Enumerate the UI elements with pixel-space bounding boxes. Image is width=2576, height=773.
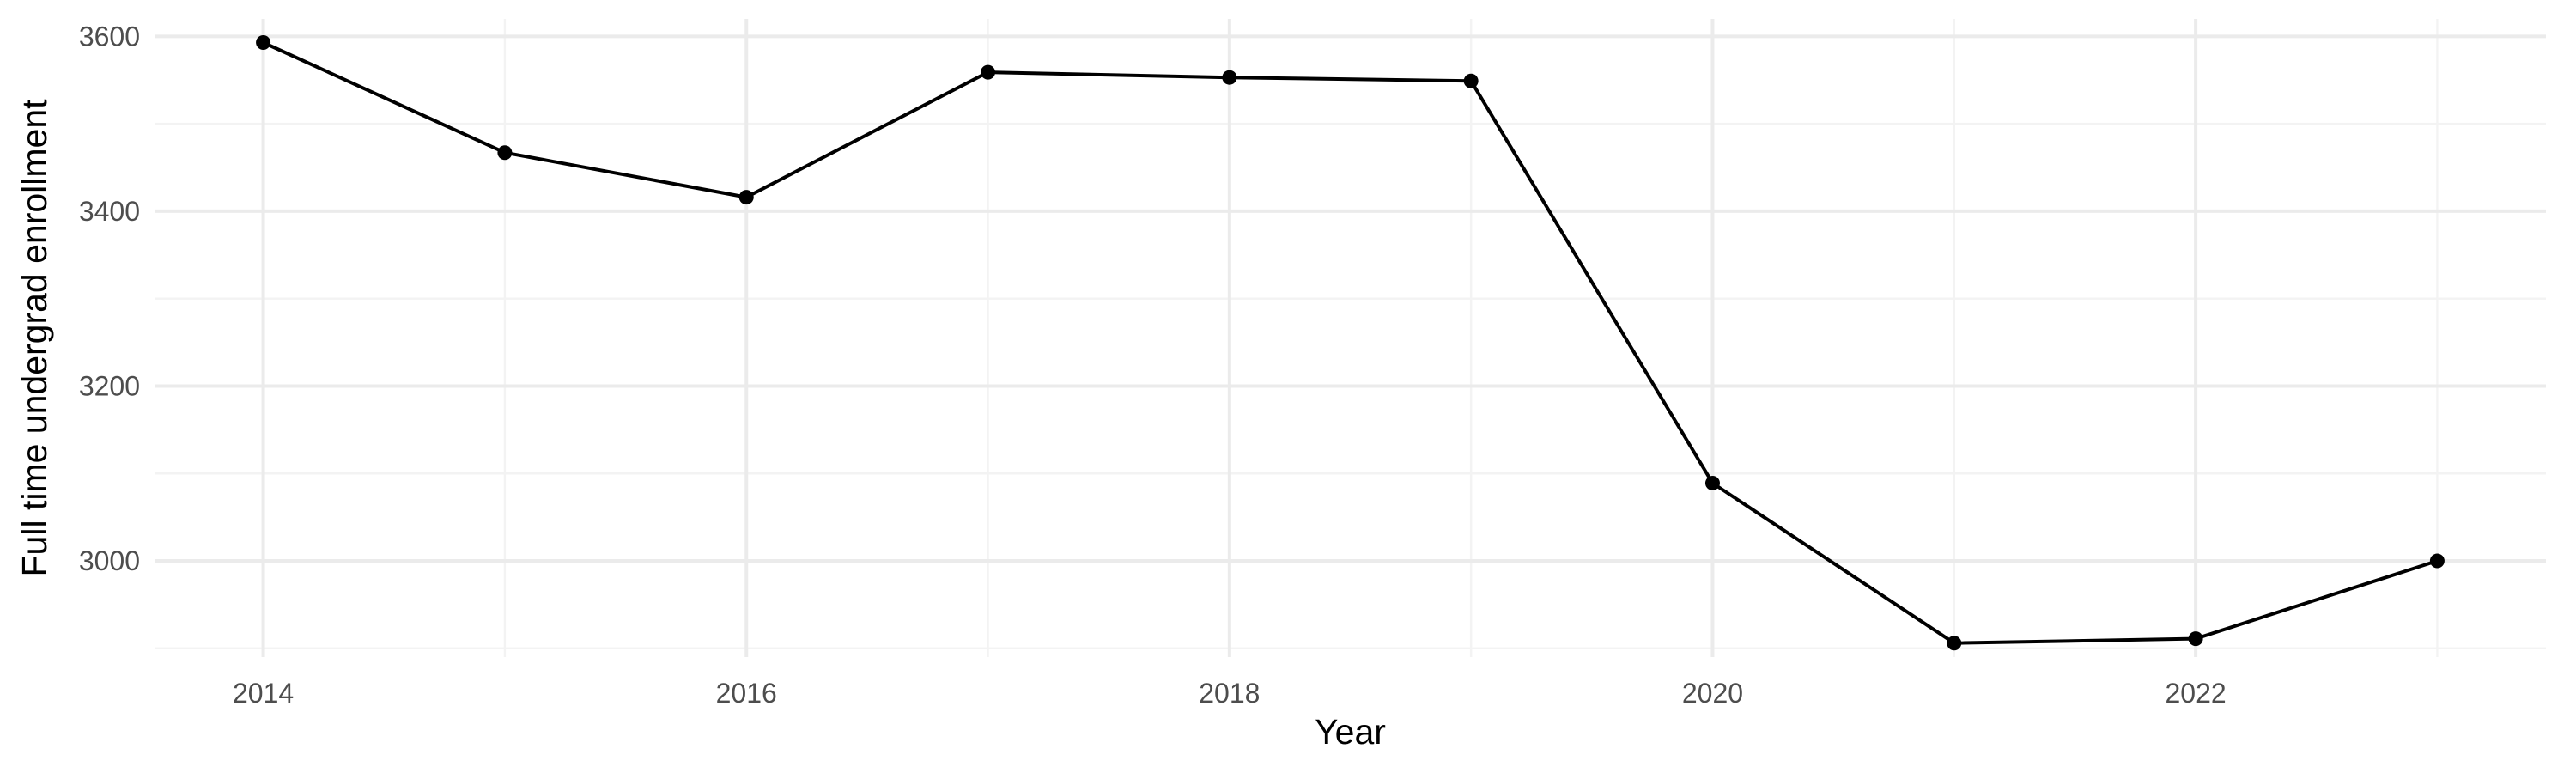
y-axis-ticks: 3000 3200 3400 3600 <box>79 21 140 576</box>
data-point <box>2188 631 2203 647</box>
x-axis-ticks: 2014 2016 2018 2020 2022 <box>233 678 2227 709</box>
grid-layer <box>155 19 2546 657</box>
data-point <box>981 64 996 80</box>
data-point <box>1704 475 1720 490</box>
y-tick-label: 3000 <box>79 545 140 576</box>
y-tick-label: 3400 <box>79 196 140 227</box>
data-point <box>738 190 754 205</box>
x-tick-label: 2018 <box>1199 678 1260 709</box>
x-tick-label: 2014 <box>233 678 294 709</box>
y-tick-label: 3600 <box>79 21 140 52</box>
series-layer <box>256 34 2445 651</box>
data-point <box>1463 73 1479 88</box>
x-tick-label: 2016 <box>716 678 777 709</box>
data-point <box>256 34 271 50</box>
data-point <box>497 145 513 161</box>
series-line <box>262 40 2439 645</box>
data-point <box>1222 70 1237 85</box>
x-axis-title: Year <box>1315 712 1386 752</box>
data-point <box>1947 636 1962 651</box>
x-tick-label: 2020 <box>1682 678 1743 709</box>
data-point <box>2429 553 2445 569</box>
y-tick-label: 3200 <box>79 370 140 401</box>
x-tick-label: 2022 <box>2166 678 2227 709</box>
y-axis-title: Full time undergrad enrollment <box>15 99 54 577</box>
